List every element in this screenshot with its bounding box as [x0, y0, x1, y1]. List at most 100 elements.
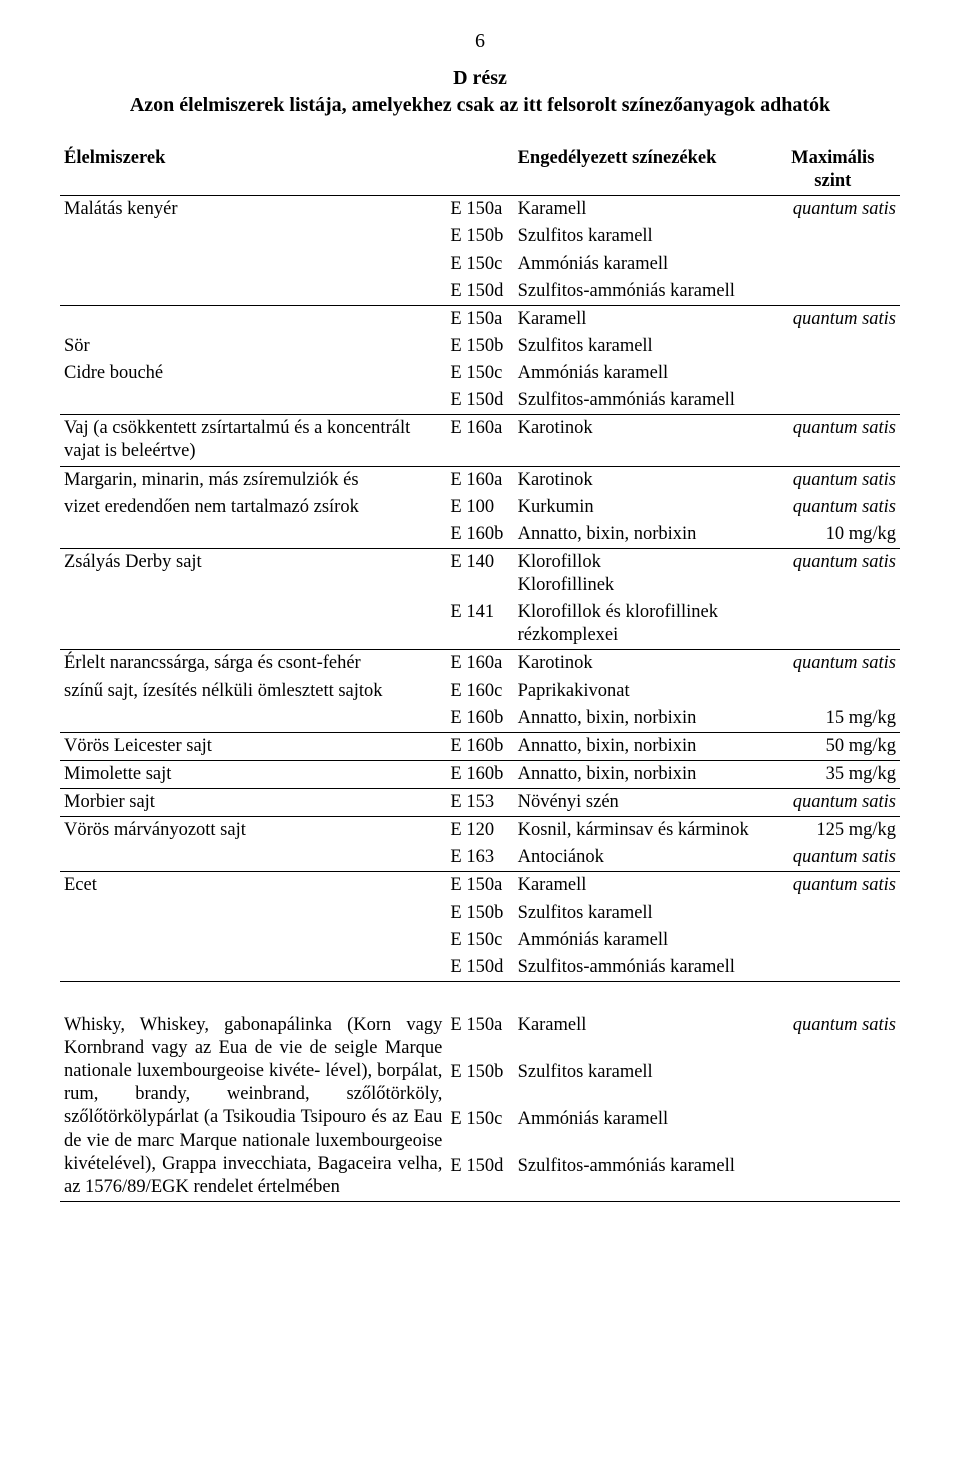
- code: E 150a: [446, 305, 513, 333]
- code: E 150b: [446, 333, 513, 360]
- colorant-name: Szulfitos karamell: [514, 223, 766, 250]
- header-max-bottom: szint: [814, 171, 851, 191]
- colorant-name: Karamell: [514, 196, 766, 224]
- colorant-name: Karotinok: [514, 466, 766, 494]
- food-vaj: Vaj (a csökkentett zsírtartalmú és a kon…: [60, 415, 446, 466]
- table-row: E 150a Karamell quantum satis: [60, 305, 900, 333]
- code: E 160a: [446, 466, 513, 494]
- food-sor: Sör: [60, 333, 446, 360]
- section-subheading: Azon élelmiszerek listája, amelyekhez cs…: [60, 94, 900, 117]
- colorant-name: Karamell: [514, 1012, 766, 1059]
- table-row: E 163 Antociánok quantum satis: [60, 844, 900, 872]
- food-cidre: Cidre bouché: [60, 360, 446, 387]
- klor2: Klorofillinek: [518, 575, 615, 595]
- colorant-name: Szulfitos karamell: [514, 333, 766, 360]
- food-ecet: Ecet: [60, 872, 446, 900]
- colorant-name: Szulfitos-ammóniás karamell: [514, 954, 766, 982]
- max-value: quantum satis: [766, 466, 900, 494]
- code: E 150b: [446, 1059, 513, 1106]
- table-row: E 150b Szulfitos karamell: [60, 223, 900, 250]
- code: E 153: [446, 789, 513, 817]
- max-value: 125 mg/kg: [766, 817, 900, 845]
- food-mimolette: Mimolette sajt: [60, 760, 446, 788]
- code: E 150d: [446, 387, 513, 415]
- table-row: E 150d Szulfitos-ammóniás karamell: [60, 278, 900, 306]
- page: 6 D rész Azon élelmiszerek listája, amel…: [0, 0, 960, 1464]
- food-erlelt-l1: Érlelt narancssárga, sárga és csont-fehé…: [60, 650, 446, 678]
- colorant-name: Paprikakivonat: [514, 678, 766, 705]
- food-erlelt-l2: színű sajt, ízesítés nélküli ömlesztett …: [60, 678, 446, 705]
- max-value: quantum satis: [766, 415, 900, 466]
- table-row: Vörös márványozott sajt E 120 Kosnil, ká…: [60, 817, 900, 845]
- code: E 150b: [446, 900, 513, 927]
- food-voros-leicester: Vörös Leicester sajt: [60, 732, 446, 760]
- food-morbier: Morbier sajt: [60, 789, 446, 817]
- main-table: Élelmiszerek Engedélyezett színezékek Ma…: [60, 145, 900, 1202]
- table-row: Whisky, Whiskey, gabonapálinka (Korn vag…: [60, 1012, 900, 1059]
- header-approved-spacer: [446, 145, 513, 196]
- colorant-name: Szulfitos-ammóniás karamell: [514, 387, 766, 415]
- klor1: Klorofillok: [518, 552, 601, 572]
- colorant-name: Ammóniás karamell: [514, 360, 766, 387]
- table-row: Margarin, minarin, más zsíremulziók és E…: [60, 466, 900, 494]
- max-value: quantum satis: [766, 872, 900, 900]
- table-row: Vaj (a csökkentett zsírtartalmú és a kon…: [60, 415, 900, 466]
- food-malatas: Malátás kenyér: [60, 196, 446, 224]
- colorant-name: Annatto, bixin, norbixin: [514, 732, 766, 760]
- table-row: Morbier sajt E 153 Növényi szén quantum …: [60, 789, 900, 817]
- header-max-top: Maximális: [791, 148, 874, 168]
- max-value: quantum satis: [766, 196, 900, 224]
- colorant-name: Ammóniás karamell: [514, 1106, 766, 1153]
- table-row: E 141 Klorofillok és klorofillinek rézko…: [60, 599, 900, 650]
- colorant-name: Növényi szén: [514, 789, 766, 817]
- max-value: quantum satis: [766, 548, 900, 599]
- table-row: E 150d Szulfitos-ammóniás karamell: [60, 954, 900, 982]
- code: E 160a: [446, 650, 513, 678]
- code: E 150a: [446, 196, 513, 224]
- colorant-name: Karamell: [514, 305, 766, 333]
- food-voros-marvany: Vörös márványozott sajt: [60, 817, 446, 845]
- code: E 150a: [446, 872, 513, 900]
- code: E 150d: [446, 278, 513, 306]
- colorant-name: Szulfitos karamell: [514, 900, 766, 927]
- code: E 150c: [446, 360, 513, 387]
- colorant-name: Karotinok: [514, 415, 766, 466]
- code: E 150a: [446, 1012, 513, 1059]
- table-row: E 150c Ammóniás karamell: [60, 251, 900, 278]
- code: E 160b: [446, 705, 513, 733]
- code: E 120: [446, 817, 513, 845]
- klor-rez1: Klorofillok és klorofillinek: [518, 602, 718, 622]
- code: E 160a: [446, 415, 513, 466]
- code: E 163: [446, 844, 513, 872]
- table-row: E 160b Annatto, bixin, norbixin 15 mg/kg: [60, 705, 900, 733]
- food-whisky: Whisky, Whiskey, gabonapálinka (Korn vag…: [60, 1012, 446, 1202]
- code: E 150b: [446, 223, 513, 250]
- code: E 140: [446, 548, 513, 599]
- colorant-name: Annatto, bixin, norbixin: [514, 705, 766, 733]
- header-approved: Engedélyezett színezékek: [514, 145, 766, 196]
- spacer-row: [60, 981, 900, 1012]
- table-row: színű sajt, ízesítés nélküli ömlesztett …: [60, 678, 900, 705]
- colorant-name: Karamell: [514, 872, 766, 900]
- code: E 160b: [446, 732, 513, 760]
- table-row: Cidre bouché E 150c Ammóniás karamell: [60, 360, 900, 387]
- colorant-name: Szulfitos-ammóniás karamell: [514, 278, 766, 306]
- max-value: quantum satis: [766, 494, 900, 521]
- table-row: Vörös Leicester sajt E 160b Annatto, bix…: [60, 732, 900, 760]
- food-margarin-l2: vizet eredendően nem tartalmazó zsírok: [60, 494, 446, 521]
- max-value: quantum satis: [766, 650, 900, 678]
- colorant-name: Szulfitos karamell: [514, 1059, 766, 1106]
- colorant-name: Kosnil, kárminsav és kárminok: [514, 817, 766, 845]
- colorant-name: Karotinok: [514, 650, 766, 678]
- table-row: Érlelt narancssárga, sárga és csont-fehé…: [60, 650, 900, 678]
- table-row: Ecet E 150a Karamell quantum satis: [60, 872, 900, 900]
- table-row: E 150b Szulfitos karamell: [60, 900, 900, 927]
- code: E 160b: [446, 521, 513, 549]
- section-heading: D rész: [60, 67, 900, 90]
- colorant-name: Annatto, bixin, norbixin: [514, 521, 766, 549]
- max-value: quantum satis: [766, 1012, 900, 1059]
- max-value: quantum satis: [766, 844, 900, 872]
- table-row: Sör E 150b Szulfitos karamell: [60, 333, 900, 360]
- table-row: E 150d Szulfitos-ammóniás karamell: [60, 387, 900, 415]
- colorant-name: Klorofillok és klorofillinek rézkomplexe…: [514, 599, 766, 650]
